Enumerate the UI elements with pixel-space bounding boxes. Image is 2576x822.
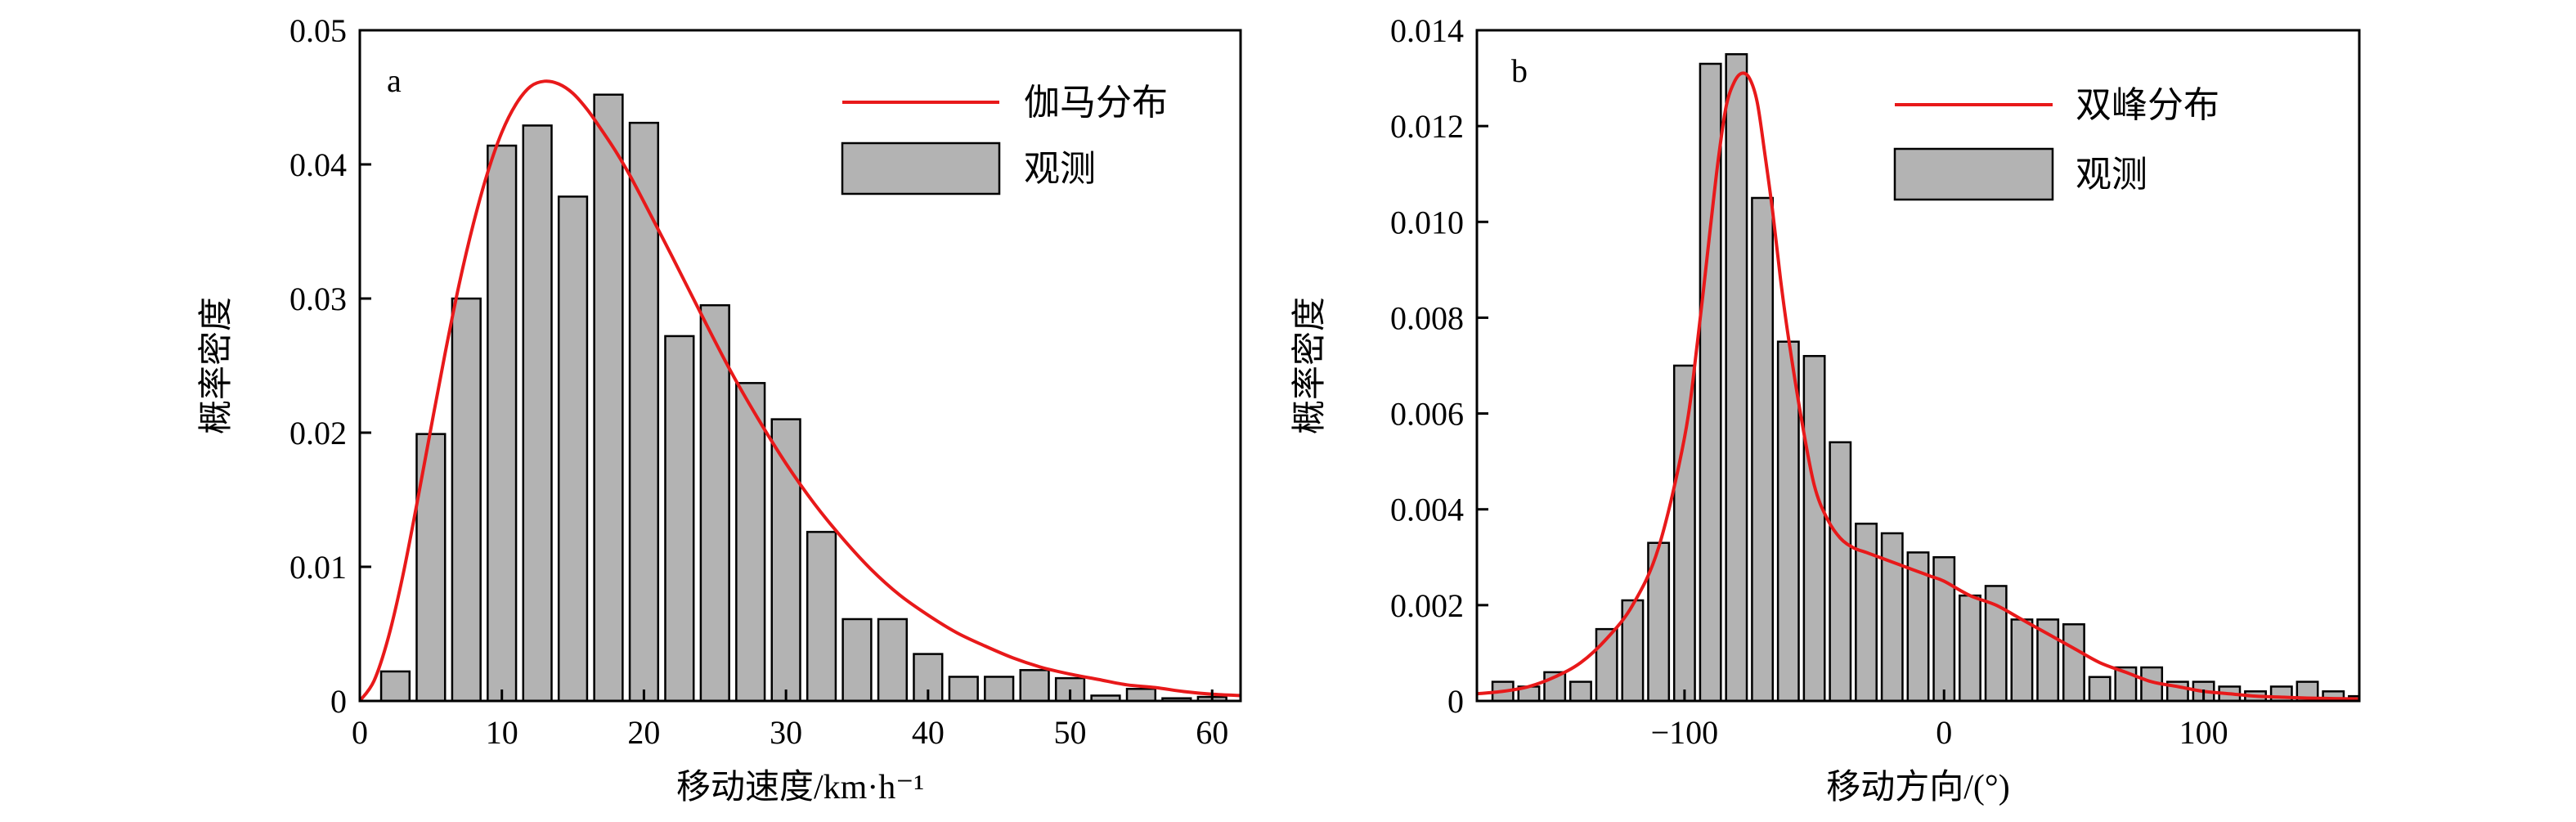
histogram-bar bbox=[1672, 364, 1696, 701]
legend-label-bar: 观测 bbox=[2076, 155, 2147, 195]
plot-frame bbox=[358, 29, 1242, 703]
histogram-bar bbox=[1751, 196, 1775, 701]
histogram-bar bbox=[1802, 355, 1826, 701]
x-tick-label: 0 bbox=[1936, 714, 1952, 751]
x-tick-label: 10 bbox=[486, 714, 518, 751]
histogram-bar bbox=[806, 531, 837, 701]
histogram-bar bbox=[2062, 623, 2085, 701]
histogram-bar bbox=[628, 121, 660, 701]
plot-area bbox=[360, 79, 1241, 701]
histogram-bar bbox=[984, 676, 1015, 701]
x-tick-label: 50 bbox=[1054, 714, 1087, 751]
histogram-bar bbox=[2088, 676, 2112, 701]
panel-letter: b bbox=[1511, 52, 1528, 89]
x-tick-label: 40 bbox=[912, 714, 945, 751]
y-tick-label: 0.01 bbox=[289, 549, 347, 586]
legend-label-curve: 双峰分布 bbox=[2076, 85, 2219, 125]
x-tick-label: 30 bbox=[770, 714, 802, 751]
y-tick-label: 0 bbox=[1447, 683, 1464, 720]
legend-swatch-bar bbox=[841, 141, 1001, 195]
histogram-bar bbox=[1829, 441, 1852, 701]
plot-area bbox=[1477, 53, 2359, 701]
x-tick-label: 100 bbox=[2179, 714, 2228, 751]
y-tick-label: 0.014 bbox=[1390, 12, 1464, 49]
legend-label-bar: 观测 bbox=[1024, 149, 1096, 189]
histogram-bar bbox=[1776, 340, 1800, 701]
histogram-bar bbox=[2010, 618, 2034, 701]
histogram-bar bbox=[593, 93, 624, 701]
panel-a: 0 10 20 30 40 50 60 0 0.01 0.02 0.03 0.04 0.05 移动速度/k… bbox=[197, 12, 1242, 806]
y-tick-label: 0.04 bbox=[289, 146, 347, 183]
histogram-bar bbox=[1906, 551, 1930, 701]
legend-label-curve: 伽马分布 bbox=[1024, 83, 1168, 123]
histogram-bar bbox=[1090, 694, 1121, 701]
panel-b: −100 0 100 0 0.002 0.004 0.006 0.008 0.010 0.012 0… bbox=[1290, 12, 2361, 806]
y-axis-title: 概率密度 bbox=[197, 297, 236, 434]
x-tick-label: 60 bbox=[1196, 714, 1228, 751]
x-tick-label: −100 bbox=[1651, 714, 1719, 751]
y-tick-label: 0.05 bbox=[289, 12, 347, 49]
panel-letter: a bbox=[387, 62, 402, 99]
x-axis-title: 移动速度/km·h⁻¹ bbox=[676, 769, 924, 806]
histogram-bar bbox=[664, 335, 695, 701]
histogram-bar bbox=[877, 618, 909, 701]
histogram-bar bbox=[522, 124, 553, 701]
legend-swatch-bar bbox=[1893, 147, 2054, 201]
y-tick-label: 0.03 bbox=[289, 281, 347, 317]
histogram-bar bbox=[451, 297, 482, 701]
histogram-bar bbox=[735, 382, 766, 701]
histogram-bar bbox=[841, 618, 873, 701]
y-tick-label: 0.002 bbox=[1390, 587, 1464, 624]
histogram-bar bbox=[487, 144, 518, 701]
plot-frame bbox=[1475, 29, 2361, 703]
y-tick-label: 0.006 bbox=[1390, 396, 1464, 433]
histogram-bar bbox=[1125, 687, 1157, 701]
y-tick-label: 0.010 bbox=[1390, 204, 1464, 240]
histogram-bar bbox=[1725, 53, 1748, 701]
y-tick-label: 0.008 bbox=[1390, 299, 1464, 336]
x-tick-label: 0 bbox=[352, 714, 368, 751]
histogram-bar bbox=[699, 303, 730, 701]
histogram-bar bbox=[1568, 681, 1592, 701]
histogram-bar bbox=[1959, 594, 1981, 701]
y-tick-label: 0.02 bbox=[289, 415, 347, 451]
fitted-curve bbox=[1477, 71, 2359, 701]
x-axis-title: 移动方向/(°) bbox=[1826, 769, 2009, 806]
histogram-bar bbox=[379, 670, 411, 701]
histogram-bar bbox=[557, 195, 589, 701]
x-tick-label: 20 bbox=[627, 714, 660, 751]
histogram-bar bbox=[1019, 669, 1050, 701]
y-tick-label: 0.004 bbox=[1390, 492, 1464, 528]
y-tick-label: 0 bbox=[330, 683, 347, 720]
fitted-curve bbox=[360, 79, 1241, 701]
y-tick-label: 0.012 bbox=[1390, 108, 1464, 145]
y-axis-title: 概率密度 bbox=[1290, 297, 1329, 434]
histogram-bar bbox=[948, 676, 979, 701]
